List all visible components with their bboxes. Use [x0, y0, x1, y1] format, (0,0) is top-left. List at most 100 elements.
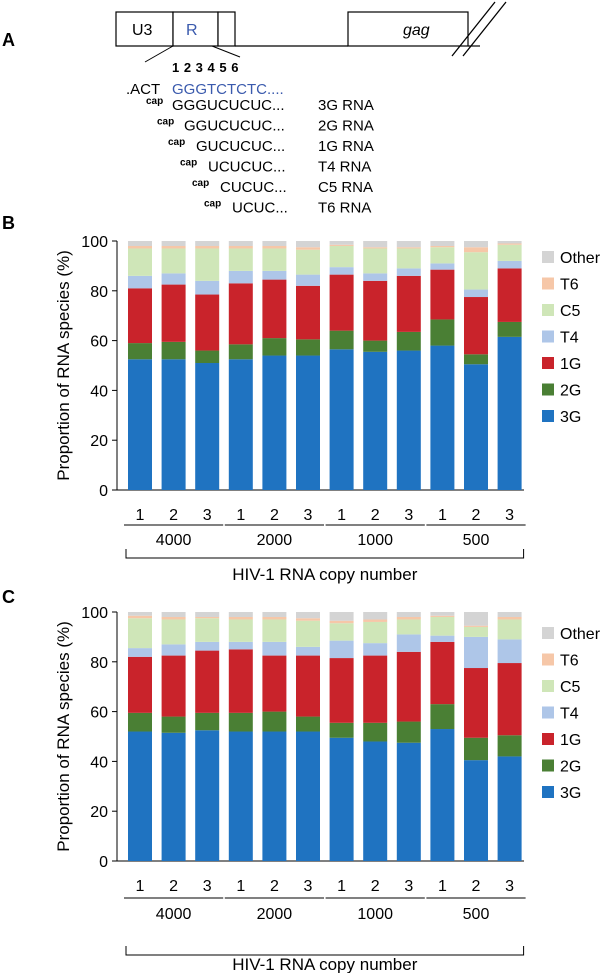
- bar-segment-other: [464, 612, 488, 626]
- bar-segment-2g: [497, 321, 522, 337]
- bar-segment-c5: [262, 619, 287, 642]
- bar-segment-c5: [363, 248, 388, 274]
- bar-segment-2g: [396, 331, 421, 351]
- cap-superscript: cap: [204, 199, 221, 210]
- bar-stack: [262, 612, 287, 861]
- bar-segment-1g: [497, 663, 522, 736]
- bar-segment-2g: [430, 319, 455, 346]
- bar-segment-c5: [497, 619, 522, 640]
- bar-segment-t6: [464, 247, 488, 253]
- legend-label: 3G: [560, 409, 581, 426]
- legend-label: 3G: [560, 785, 581, 802]
- bar-segment-t4: [497, 260, 522, 269]
- bar-segment-3g: [329, 349, 354, 490]
- bar-segment-c5: [296, 620, 320, 647]
- bar-segment-3g: [128, 359, 152, 490]
- gag-box: [347, 11, 469, 47]
- y-tick-label: 20: [90, 804, 108, 821]
- legend-item: C5: [542, 679, 581, 696]
- bar-stack: [430, 612, 455, 861]
- legend-swatch: [542, 357, 554, 369]
- bar-segment-3g: [296, 355, 320, 490]
- u3-box: [115, 11, 174, 47]
- panel-a-label: A: [2, 30, 15, 50]
- bar-segment-t4: [296, 646, 320, 656]
- bar-segment-other: [430, 612, 455, 616]
- bar-segment-2g: [363, 722, 388, 742]
- bar-stack: [128, 241, 152, 490]
- bar-segment-2g: [464, 354, 488, 365]
- bar-segment-1g: [363, 655, 388, 723]
- rna-species-sequence: GGUCUCUC...: [184, 118, 285, 135]
- x-tick-label: 1: [337, 507, 346, 524]
- panel-b-label: B: [2, 213, 15, 233]
- group-label: 1000: [357, 532, 393, 549]
- bar-segment-c5: [363, 621, 388, 644]
- bar-segment-t6: [296, 618, 320, 621]
- bar-segment-2g: [161, 716, 186, 733]
- bar-segment-c5: [430, 247, 455, 264]
- legend-item: 2G: [542, 383, 581, 400]
- legend-swatch: [542, 410, 554, 422]
- bar-segment-1g: [296, 285, 320, 340]
- bar-segment-1g: [430, 269, 455, 320]
- rna-species-name: T4 RNA: [318, 159, 371, 176]
- bar-segment-t6: [396, 247, 421, 249]
- rna-species-row: cap UCUCUC... T4 RNA: [180, 158, 371, 176]
- bar-segment-1g: [262, 655, 287, 712]
- bar-stack: [464, 612, 488, 861]
- bar-segment-t4: [296, 274, 320, 286]
- x-tick-label: 1: [236, 878, 245, 895]
- bar-segment-t6: [161, 245, 186, 249]
- bar-segment-1g: [430, 641, 455, 705]
- bar-stack: [363, 241, 388, 490]
- bar-segment-1g: [128, 656, 152, 713]
- bar-segment-2g: [464, 737, 488, 761]
- bar-segment-3g: [161, 359, 186, 490]
- legend-item: T4: [542, 706, 579, 723]
- x-tick-label: 1: [438, 878, 447, 895]
- chart-c: 0 20 40 60 80 100 Proportion of RNA species (%…: [54, 605, 601, 973]
- legend-item: Other: [542, 250, 601, 267]
- bar-segment-2g: [396, 721, 421, 743]
- bar-segment-t4: [497, 639, 522, 664]
- bar-stack: [195, 612, 220, 861]
- bar-segment-3g: [195, 730, 220, 861]
- legend-swatch: [542, 627, 554, 639]
- legend-item: T6: [542, 653, 579, 670]
- bar-segment-1g: [329, 658, 354, 723]
- legend-swatch: [542, 383, 554, 396]
- bar-stack: [195, 241, 220, 490]
- x-tick-label: 3: [505, 878, 514, 895]
- x-tick-label: 2: [270, 507, 279, 524]
- x-tick-label: 3: [304, 507, 313, 524]
- bar-stack: [497, 612, 522, 861]
- bar-segment-t6: [329, 620, 354, 624]
- bar-stack: [464, 241, 488, 490]
- bar-segment-1g: [161, 655, 186, 717]
- break-mark-1: [451, 1, 496, 57]
- bar-segment-3g: [195, 363, 220, 490]
- group-bracket: 500: [426, 524, 526, 549]
- y-axis-label: Proportion of RNA species (%): [54, 621, 73, 852]
- bar-segment-other: [195, 241, 220, 246]
- bar-segment-t4: [430, 635, 455, 642]
- x-tick-label: 1: [136, 507, 145, 524]
- legend-item: 3G: [542, 409, 581, 426]
- rna-species-row: cap CUCUC... C5 RNA: [192, 178, 373, 196]
- bar-segment-other: [396, 241, 421, 248]
- group-bracket: 1000: [325, 524, 425, 549]
- group-label: 500: [463, 532, 490, 549]
- legend-item: T6: [542, 277, 579, 294]
- legend-label: 1G: [560, 356, 581, 373]
- bar-segment-3g: [464, 760, 488, 861]
- bar-stack: [296, 612, 320, 861]
- bar-segment-t4: [262, 641, 287, 656]
- u5-box: [217, 11, 236, 47]
- x-tick-label: 2: [472, 507, 481, 524]
- legend-label: T6: [560, 277, 579, 294]
- bar-segment-other: [430, 241, 455, 246]
- bar-segment-1g: [363, 280, 388, 341]
- x-tick-label: 2: [472, 878, 481, 895]
- bar-segment-2g: [262, 338, 287, 356]
